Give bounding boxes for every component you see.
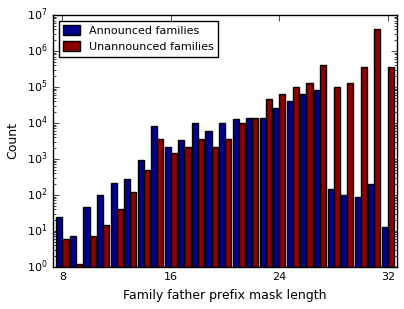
Bar [388,67,394,309]
Bar [361,67,367,309]
Bar [84,207,90,309]
Bar [280,94,286,309]
Bar [334,87,340,309]
Bar [273,108,280,309]
Bar [347,83,353,309]
Bar [233,119,239,309]
Bar [382,227,388,309]
Bar [90,236,96,309]
Bar [266,99,272,309]
Bar [97,195,103,309]
Bar [355,197,361,309]
Legend: Announced families, Unannounced families: Announced families, Unannounced families [59,20,218,57]
Bar [103,225,109,309]
Bar [76,264,82,309]
Bar [307,83,313,309]
Bar [144,170,150,309]
Bar [239,123,245,309]
Bar [57,217,63,309]
Bar [198,139,204,309]
Bar [70,236,76,309]
Bar [151,126,158,309]
Bar [130,192,137,309]
Bar [287,101,293,309]
Bar [293,87,299,309]
Bar [192,123,198,309]
X-axis label: Family father prefix mask length: Family father prefix mask length [123,289,327,302]
Bar [368,184,374,309]
Bar [246,118,252,309]
Bar [165,146,171,309]
Bar [252,118,259,309]
Bar [225,139,231,309]
Bar [158,139,164,309]
Bar [219,123,225,309]
Bar [328,188,334,309]
Y-axis label: Count: Count [7,122,20,159]
Bar [260,118,266,309]
Bar [320,65,326,309]
Bar [63,239,69,309]
Bar [206,131,212,309]
Bar [341,195,347,309]
Bar [124,179,130,309]
Bar [171,153,177,309]
Bar [374,29,381,309]
Bar [117,209,123,309]
Bar [185,146,191,309]
Bar [314,91,320,309]
Bar [179,140,185,309]
Bar [212,146,218,309]
Bar [301,94,307,309]
Bar [111,183,117,309]
Bar [138,160,144,309]
